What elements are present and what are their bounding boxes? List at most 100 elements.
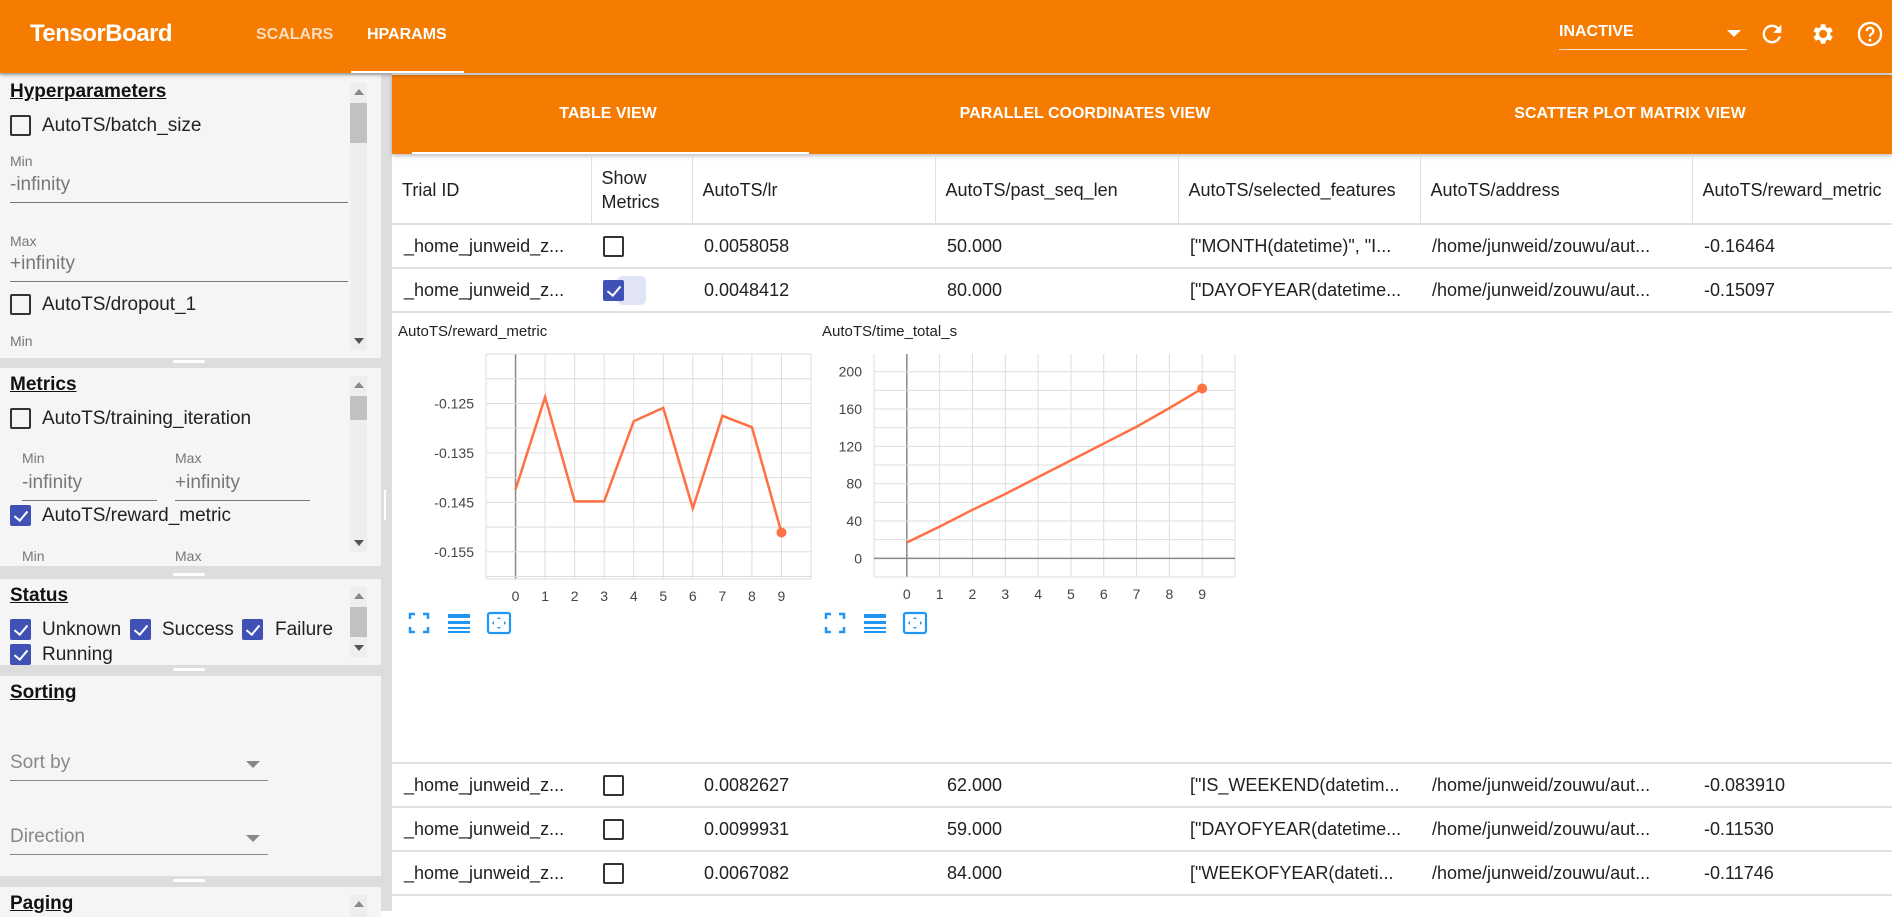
column-header[interactable]: Trial ID [392,157,592,225]
fit-domain-icon[interactable] [486,610,512,641]
max-input[interactable]: +infinity [175,472,310,501]
table-row[interactable]: _home_junweid_z... 0.0067082 84.000 ["WEEKO… [392,851,1892,896]
scroll-down-icon[interactable] [354,338,364,344]
nav-tab-hparams[interactable]: HPARAMS [367,26,447,43]
table-row[interactable]: _home_junweid_z... 0.0082627 62.000 ["IS_WE… [392,763,1892,808]
cell-features: ["MONTH(datetime)", "I... [1178,224,1420,269]
metric-checkbox-training-iteration[interactable] [10,408,31,429]
status-checkbox-failure[interactable] [242,619,263,640]
resize-handle[interactable] [173,573,205,576]
direction-select[interactable]: Direction [10,826,268,855]
max-label: Max [10,233,37,249]
data-table-icon[interactable] [446,610,472,641]
trials-table: Trial ID Show Metrics AutoTS/lr AutoTS/p… [392,157,1892,896]
status-label: Unknown [42,619,122,640]
hparam-checkbox-batch-size[interactable] [10,115,31,136]
sort-by-select[interactable]: Sort by [10,752,268,781]
x-tick-label: 6 [1100,586,1108,602]
cell-past_seq_len: 84.000 [935,851,1178,896]
column-header[interactable]: AutoTS/selected_features [1178,157,1421,225]
status-checkbox-running[interactable] [10,644,31,665]
scrollbar[interactable] [350,83,367,350]
tab-scatter-plot-matrix-view[interactable]: SCATTER PLOT MATRIX VIEW [1514,105,1746,122]
scroll-up-icon[interactable] [354,901,364,907]
panel-title: Hyperparameters [10,81,167,102]
show-metrics-cell[interactable] [591,224,692,269]
resize-handle[interactable] [173,879,205,882]
table-row[interactable]: _home_junweid_z... 0.0048412 80.000 ["DAYOF… [392,268,1892,313]
scrollbar[interactable] [350,376,367,552]
x-tick-label: 6 [689,588,697,604]
cell-past_seq_len: 50.000 [935,224,1178,269]
x-tick-label: 9 [778,588,786,604]
show-metrics-cell[interactable] [591,763,692,808]
fit-expand-icon[interactable] [822,610,848,641]
cell-reward: -0.083910 [1692,763,1892,808]
min-label: Min [22,548,45,564]
column-header[interactable]: AutoTS/past_seq_len [935,157,1179,225]
x-tick-label: 2 [969,586,977,602]
status-checkbox-success[interactable] [130,619,151,640]
scroll-up-icon[interactable] [354,89,364,95]
nav-tab-scalars[interactable]: SCALARS [256,26,334,43]
cell-address: /home/junweid/zouwu/aut... [1420,763,1692,808]
table-row[interactable]: _home_junweid_z... 0.0058058 50.000 ["MONTH… [392,224,1892,269]
metrics-panel: Metrics AutoTS/training_iteration Min -i… [0,368,381,566]
panel-title: Metrics [10,374,77,395]
help-icon[interactable] [1856,20,1884,48]
refresh-icon[interactable] [1758,20,1786,48]
max-input[interactable]: +infinity [10,253,348,282]
fit-expand-icon[interactable] [406,610,432,641]
scrollbar[interactable] [350,895,367,917]
show-metrics-cell[interactable] [591,807,692,852]
scroll-down-icon[interactable] [354,540,364,546]
resize-handle[interactable] [173,360,205,363]
min-label: Min [22,450,45,466]
table-row[interactable]: _home_junweid_z... 0.0099931 59.000 ["DAYOF… [392,807,1892,852]
cell-address: /home/junweid/zouwu/aut... [1420,807,1692,852]
column-header[interactable]: Show Metrics [591,157,693,225]
show-metrics-checkbox[interactable] [603,818,624,840]
x-tick-label: 1 [936,586,944,602]
min-input[interactable]: -infinity [10,174,348,203]
sidebar-resize-handle[interactable] [384,490,386,520]
column-header[interactable]: AutoTS/reward_metric [1692,157,1892,225]
metric-checkbox-reward-metric[interactable] [10,505,31,526]
status-label: Failure [275,619,334,640]
x-tick-label: 3 [1001,586,1009,602]
cell-address: /home/junweid/zouwu/aut... [1420,268,1692,313]
show-metrics-checkbox[interactable] [603,235,624,257]
scrollbar-thumb[interactable] [350,396,367,420]
min-input[interactable]: -infinity [22,472,157,501]
show-metrics-cell[interactable] [591,851,692,896]
resize-handle[interactable] [173,668,205,671]
sort-by-placeholder: Sort by [10,752,71,773]
view-tabs: TABLE VIEW PARALLEL COORDINATES VIEW SCA… [392,75,1892,154]
show-metrics-checkbox[interactable] [603,279,624,301]
show-metrics-cell[interactable] [591,268,692,313]
tab-table-view[interactable]: TABLE VIEW [559,105,657,122]
tab-parallel-coordinates-view[interactable]: PARALLEL COORDINATES VIEW [959,105,1211,122]
hparam-checkbox-dropout-1[interactable] [10,294,31,315]
run-status-select[interactable]: INACTIVE [1559,20,1747,50]
y-tick-label: -0.145 [434,494,474,510]
chart-reward-metric: AutoTS/reward_metric -0.125 -0.135 -0.145 -0… [398,323,812,604]
scroll-down-icon[interactable] [354,645,364,651]
show-metrics-checkbox[interactable] [603,774,624,796]
cell-reward: -0.11746 [1692,851,1892,896]
panel-title: Status [10,585,69,606]
scrollbar-thumb[interactable] [350,607,367,637]
scrollbar-thumb[interactable] [350,103,367,143]
status-checkbox-unknown[interactable] [10,619,31,640]
data-table-icon[interactable] [862,610,888,641]
cell-reward: -0.11530 [1692,807,1892,852]
status-panel: Status Unknown Success Failure Running [0,579,381,665]
show-metrics-checkbox[interactable] [603,862,624,884]
scroll-up-icon[interactable] [354,382,364,388]
column-header[interactable]: AutoTS/address [1420,157,1693,225]
scrollbar[interactable] [350,587,367,657]
column-header[interactable]: AutoTS/lr [692,157,936,225]
fit-domain-icon[interactable] [902,610,928,641]
settings-icon[interactable] [1808,20,1836,48]
scroll-up-icon[interactable] [354,593,364,599]
